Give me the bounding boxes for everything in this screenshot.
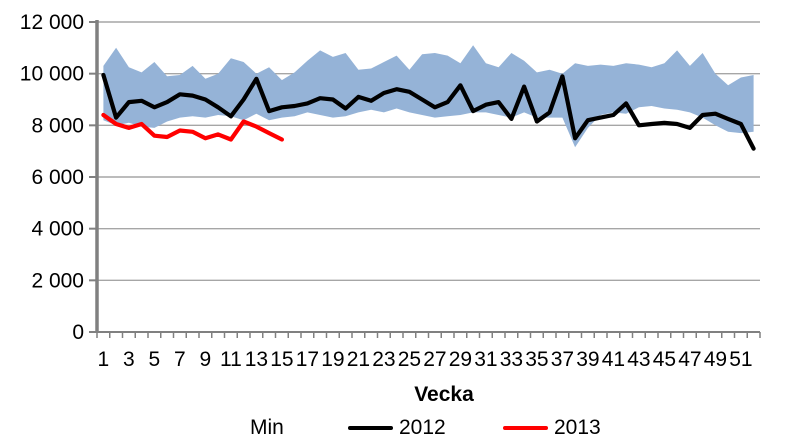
legend-item-min: Min: [250, 416, 284, 440]
svg-text:3: 3: [123, 348, 135, 371]
svg-text:41: 41: [602, 348, 625, 371]
svg-text:7: 7: [174, 348, 186, 371]
svg-text:21: 21: [347, 348, 370, 371]
svg-text:12 000: 12 000: [20, 11, 84, 34]
svg-text:8 000: 8 000: [31, 114, 84, 137]
svg-text:43: 43: [627, 348, 650, 371]
svg-text:10 000: 10 000: [20, 63, 84, 86]
svg-text:13: 13: [245, 348, 268, 371]
x-axis-labels: 1 3 5 7 9 11 13 15 17 19 21 23 25 27 29 31 33 35 37 39 41 43 4…: [98, 348, 753, 371]
svg-text:2 000: 2 000: [31, 269, 84, 292]
svg-text:33: 33: [500, 348, 523, 371]
svg-text:15: 15: [270, 348, 293, 371]
svg-text:23: 23: [372, 348, 395, 371]
legend-label-min: Min: [250, 416, 284, 439]
svg-text:17: 17: [296, 348, 319, 371]
legend-label-2012: 2012: [399, 416, 446, 439]
svg-text:45: 45: [653, 348, 676, 371]
y-axis-labels: 0 2 000 4 000 6 000 8 000 10 000 12 000: [20, 11, 84, 344]
svg-text:37: 37: [551, 348, 574, 371]
svg-text:27: 27: [423, 348, 446, 371]
svg-text:35: 35: [525, 348, 548, 371]
legend-label-2013: 2013: [554, 416, 601, 439]
series-2013-line: [101, 112, 284, 142]
svg-text:39: 39: [576, 348, 599, 371]
legend-swatch-2013: [503, 425, 548, 431]
svg-text:47: 47: [678, 348, 701, 371]
svg-text:4 000: 4 000: [31, 218, 84, 241]
svg-text:25: 25: [398, 348, 421, 371]
series-2012-line: [101, 72, 756, 151]
svg-text:49: 49: [704, 348, 727, 371]
svg-text:29: 29: [449, 348, 472, 371]
y-axis: [89, 20, 99, 333]
svg-text:9: 9: [200, 348, 212, 371]
svg-text:11: 11: [220, 348, 242, 371]
svg-text:19: 19: [321, 348, 344, 371]
svg-text:51: 51: [729, 348, 752, 371]
svg-text:0: 0: [72, 321, 84, 344]
min-max-band: [103, 45, 754, 148]
legend-item-2013: 2013: [503, 416, 601, 440]
svg-text:5: 5: [149, 348, 161, 371]
x-axis-title: Vecka: [414, 383, 474, 406]
svg-text:31: 31: [474, 348, 497, 371]
legend-swatch-2012: [348, 425, 393, 431]
x-axis: [96, 331, 761, 338]
svg-text:6 000: 6 000: [31, 166, 84, 189]
legend-item-2012: 2012: [348, 416, 446, 440]
svg-text:1: 1: [98, 348, 110, 371]
